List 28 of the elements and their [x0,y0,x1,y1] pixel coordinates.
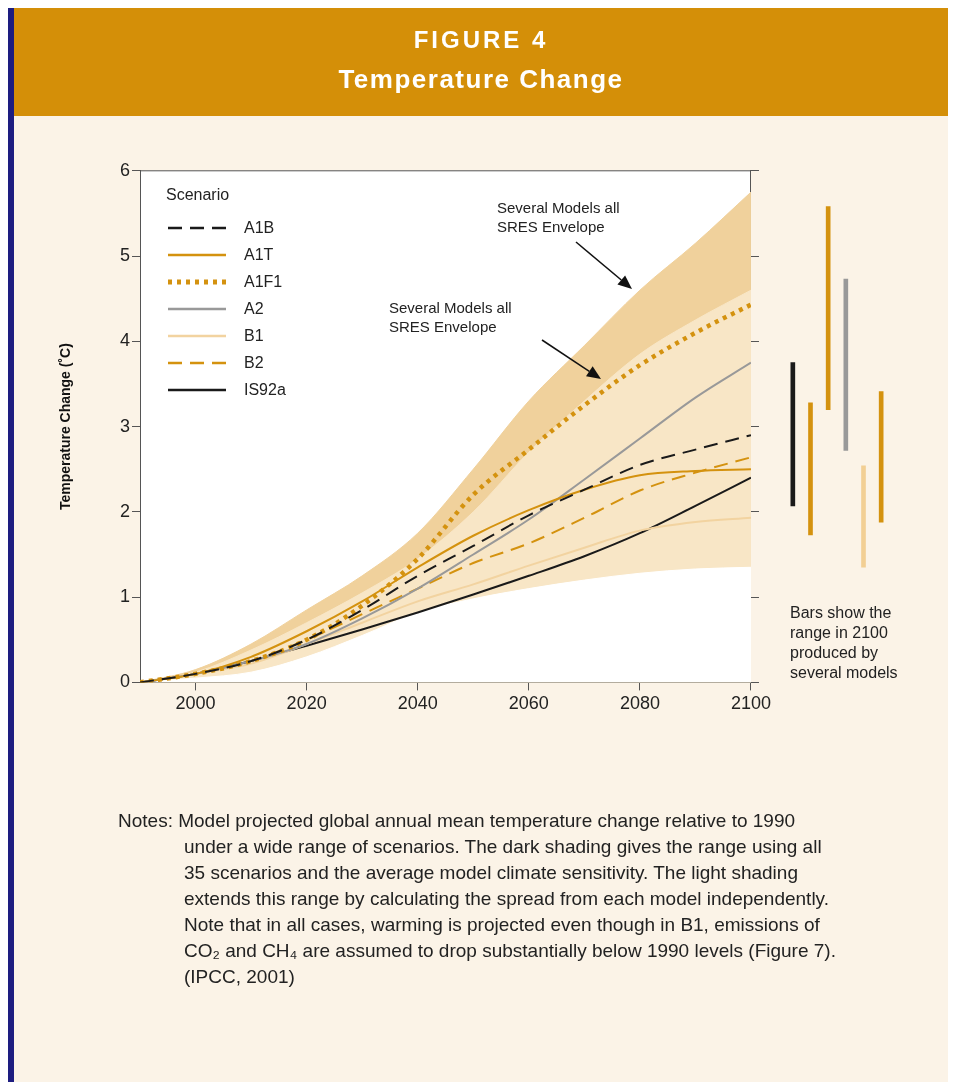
annotation: Several Models all SRES Envelope [497,198,621,236]
x-tick-label: 2000 [175,693,216,714]
annotation: Several Models all SRES Envelope [389,298,513,336]
legend-label: A2 [244,299,264,318]
chart-subtitle: Temperature Change [337,64,625,95]
chart-title: FIGURE 4 [412,26,550,54]
y-tick-label: 6 [119,159,130,180]
x-tick-label: 2080 [619,693,660,714]
y-axis-title: Temperature Change (˚C) [57,343,74,511]
annotation: Bars show the range in 2100 produced by several models [790,604,898,682]
y-tick-label: 5 [119,245,130,266]
y-tick-label: 2 [119,500,130,521]
legend-label: IS92a [244,380,286,399]
legend-title: Scenario [166,186,231,204]
text: Notes: Model projected global annual mean temperature change relative to 1990 under a wide range of scenarios. The dark shading gives the range using all 35 scenarios and the average model climate sensitivity. The light shading extends this range by calculating the spread from each model independently. Note that in all cases, warming is projected even though in B1, emissions of CO₂ and CH₄ are assumed to drop substantially below 1990 levels (Figure 7). (IPCC, 2001) [118,809,837,989]
x-tick-label: 2060 [508,693,549,714]
y-tick-label: 0 [119,671,130,692]
x-tick-label: 2100 [730,693,771,714]
x-tick-label: 2040 [397,693,438,714]
y-tick-label: 1 [119,586,130,607]
x-tick-label: 2020 [286,693,327,714]
legend-label: A1T [244,245,274,264]
legend-label: A1B [244,218,275,237]
legend-label: A1F1 [244,272,283,291]
legend-label: B2 [244,353,264,372]
legend-label: B1 [244,326,264,345]
y-tick-label: 4 [119,330,130,351]
y-tick-label: 3 [119,415,130,436]
